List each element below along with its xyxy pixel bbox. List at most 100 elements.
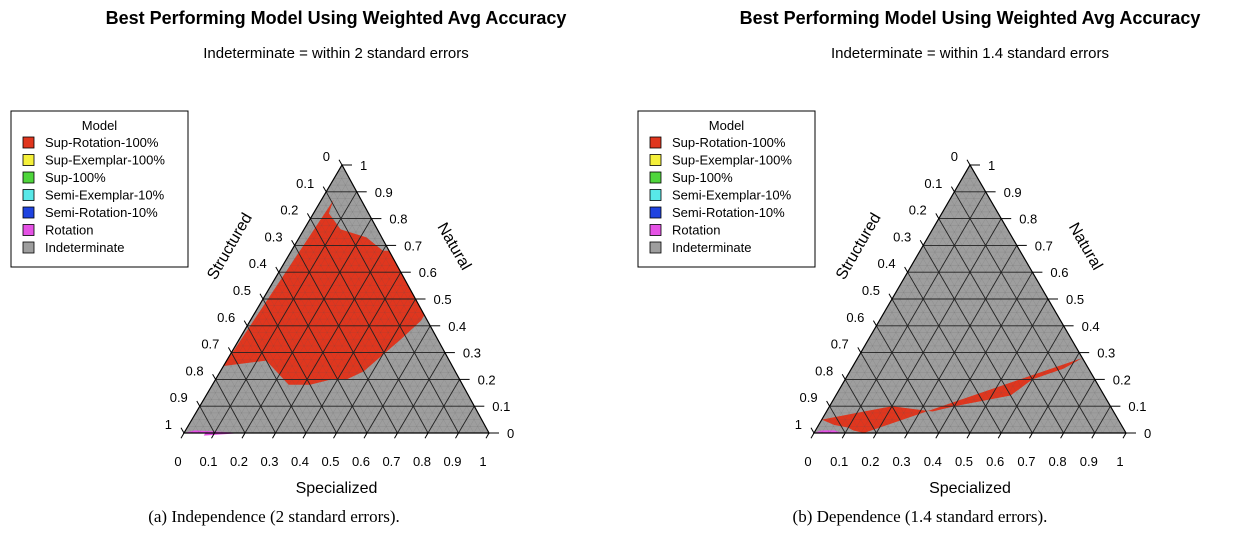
tick-label-left: 0.3: [893, 229, 911, 244]
mesh-line: [919, 252, 1025, 434]
tick-label-right: 0.4: [448, 319, 466, 334]
mesh-line: [829, 178, 978, 434]
grid-line: [969, 298, 1049, 434]
tick-label-right: 0.5: [1066, 292, 1084, 307]
tick-mark: [259, 293, 264, 300]
mesh-line: [187, 426, 192, 434]
grid-line: [231, 352, 276, 434]
mesh-line: [267, 238, 383, 434]
mesh-line: [930, 265, 1029, 434]
mesh-line: [283, 252, 390, 434]
mesh-line: [298, 265, 398, 434]
mesh-line: [222, 198, 361, 434]
tick-mark: [810, 427, 815, 434]
mesh-line: [1071, 386, 1099, 434]
tick-label-left: 0.7: [201, 337, 219, 352]
mesh-line: [1086, 399, 1107, 434]
grid-line: [860, 352, 908, 434]
legend-entry-label: Semi-Rotation-10%: [45, 205, 158, 220]
tick-label-right: 0.9: [375, 185, 393, 200]
mesh-line: [195, 412, 207, 434]
axis-label-structured: Structured: [204, 210, 256, 282]
legend-swatch: [649, 136, 662, 149]
chart-title: Best Performing Model Using Weighted Avg…: [106, 8, 567, 28]
mesh-line: [1110, 419, 1119, 434]
mesh-line: [864, 345, 916, 434]
mesh-line: [191, 171, 346, 434]
grid-line: [246, 325, 307, 434]
tick-label-right: 0.3: [1097, 346, 1115, 361]
tick-label-right: 0.6: [1050, 265, 1068, 280]
mesh-line: [318, 205, 444, 434]
mesh-line: [443, 392, 468, 434]
mesh-line: [322, 198, 451, 434]
tick-label-right: 0: [507, 426, 514, 441]
tick-mark: [322, 186, 327, 193]
tick-mark: [935, 432, 940, 439]
mesh-line: [274, 278, 360, 434]
tick-label-right: 0.5: [434, 292, 452, 307]
tick-label-bottom: 0.8: [1049, 454, 1067, 469]
mesh-line: [962, 178, 1111, 434]
mesh-line: [254, 312, 322, 434]
tick-mark: [363, 432, 368, 439]
mesh-line: [237, 211, 368, 434]
mesh-line: [481, 426, 486, 434]
grid-line: [427, 379, 460, 434]
tick-label-bottom: 0.4: [291, 454, 309, 469]
mesh-line: [837, 392, 861, 434]
mesh-line: [848, 372, 885, 434]
legend-swatch: [22, 224, 35, 236]
mesh-line: [993, 319, 1060, 434]
tick-label-bottom: 0.5: [955, 454, 973, 469]
tick-mark: [338, 159, 343, 166]
tick-mark: [302, 432, 307, 439]
mesh-line: [1102, 412, 1115, 434]
mesh-line: [328, 292, 412, 434]
tick-mark: [841, 432, 846, 439]
mesh-line: [420, 372, 457, 434]
mesh-line: [290, 258, 394, 434]
mesh-line: [899, 285, 986, 434]
tick-label-left: 0.3: [265, 229, 283, 244]
tick-label-bottom: 0: [804, 454, 811, 469]
tick-label-bottom: 1: [1116, 454, 1123, 469]
tick-label-bottom: 0: [174, 454, 181, 469]
mesh-line: [314, 211, 436, 434]
axis-label-specialized: Specialized: [296, 480, 378, 497]
mesh-line: [219, 372, 253, 434]
grid-line: [294, 245, 398, 434]
mesh-line: [868, 339, 924, 434]
mesh-line: [821, 171, 975, 434]
tick-mark: [243, 320, 248, 327]
mesh-line: [1008, 332, 1068, 434]
mesh-line: [1047, 365, 1088, 434]
ternary-chart-b: Best Performing Model Using Weighted Avg…: [637, 8, 1200, 526]
mesh-line: [337, 171, 482, 434]
tick-mark: [291, 239, 296, 246]
mesh-line: [191, 419, 200, 434]
mesh-line: [290, 252, 390, 434]
mesh-line: [942, 211, 1072, 434]
tick-mark: [272, 432, 276, 439]
tick-mark: [241, 432, 246, 439]
tick-label-right: 0: [1144, 426, 1151, 441]
tick-mark: [333, 432, 337, 439]
chart-subtitle: Indeterminate = within 1.4 standard erro…: [831, 45, 1109, 62]
legend-entry-label: Semi-Rotation-10%: [672, 205, 785, 220]
tick-mark: [1122, 432, 1127, 439]
mesh-line: [926, 238, 1041, 434]
grid-line: [954, 191, 1096, 434]
mesh-line: [915, 252, 1021, 434]
mesh-line: [211, 386, 238, 434]
tick-label-left: 1: [165, 417, 172, 432]
mesh-line: [852, 365, 893, 434]
mesh-line: [946, 278, 1037, 434]
tick-label-bottom: 1: [479, 454, 486, 469]
legend-entry-label: Sup-Rotation-100%: [672, 135, 786, 150]
tick-mark: [1091, 432, 1096, 439]
grid-line: [907, 245, 1018, 434]
grid-line: [1063, 379, 1096, 434]
tick-mark: [935, 213, 940, 219]
legend-swatch: [649, 241, 662, 254]
